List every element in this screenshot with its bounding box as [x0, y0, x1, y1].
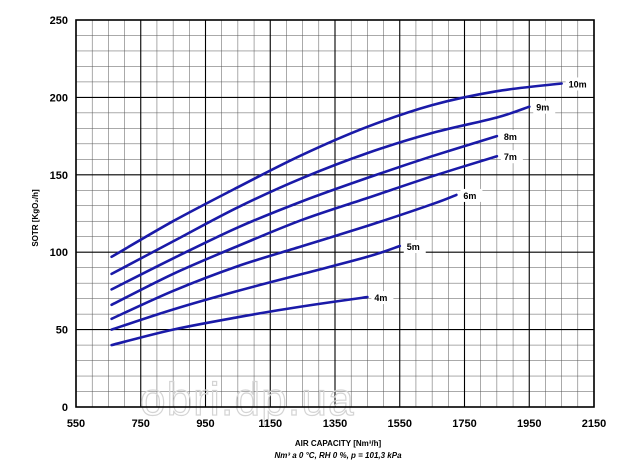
series-line-6m [110, 193, 458, 321]
curve-label-bg [371, 291, 394, 305]
curve-label-9m: 9m [536, 103, 549, 113]
x-tick-label: 750 [132, 418, 150, 430]
curve-label-6m: 6m [463, 191, 476, 201]
curve-label-bg [460, 188, 483, 202]
x-tick-label: 1350 [323, 418, 347, 430]
series-line-4m [110, 295, 369, 347]
series-line-10m [110, 82, 563, 259]
y-tick-label: 0 [62, 402, 68, 414]
x-axis-title: AIR CAPACITY [Nm³/h] [295, 439, 382, 448]
x-tick-label: 950 [196, 418, 214, 430]
y-tick-label: 50 [56, 325, 68, 337]
curve-label-8m: 8m [504, 132, 517, 142]
curve-label-bg [565, 77, 594, 91]
y-tick-label: 200 [50, 92, 68, 104]
y-tick-label: 100 [50, 247, 68, 259]
curve-label-bg [533, 100, 556, 114]
series-line-7m [110, 154, 499, 307]
series-layer [110, 82, 563, 347]
x-tick-label: 1150 [258, 418, 282, 430]
x-axis-subtitle: Nm³ a 0 °C, RH 0 %, p = 101,3 kPa [274, 451, 402, 460]
x-tick-label: 1550 [388, 418, 412, 430]
x-tick-labels: 550 750 950 1150 1350 1550 1750 1950 2150 [67, 418, 606, 430]
x-tick-label: 550 [67, 418, 85, 430]
curve-label-bg [500, 150, 523, 164]
x-tick-label: 1750 [452, 418, 476, 430]
series-line-5m [110, 244, 402, 331]
y-axis-title: SOTR [KgO₂/h] [31, 189, 40, 247]
plot-frame [75, 19, 595, 408]
curve-label-5m: 5m [407, 242, 420, 252]
curve-label-4m: 4m [374, 293, 387, 303]
watermark-text: obri.dp.ua [140, 373, 355, 425]
watermark-layer: obri.dp.ua [139, 372, 355, 425]
y-tick-label: 150 [50, 170, 68, 182]
x-tick-label: 1950 [517, 418, 541, 430]
curve-label-10m: 10m [569, 79, 587, 89]
curve-labels-layer: 4m 5m 6m 7m 8m 9m 10m [371, 77, 594, 305]
major-grid [75, 19, 595, 408]
series-line-8m [110, 134, 499, 291]
series-line-9m [110, 105, 531, 276]
y-tick-labels: 0 50 100 150 200 250 [50, 15, 68, 414]
x-tick-label: 2150 [582, 418, 606, 430]
y-tick-label: 250 [50, 15, 68, 27]
curve-label-bg [403, 240, 426, 254]
curve-label-bg [500, 130, 523, 144]
curve-label-7m: 7m [504, 152, 517, 162]
